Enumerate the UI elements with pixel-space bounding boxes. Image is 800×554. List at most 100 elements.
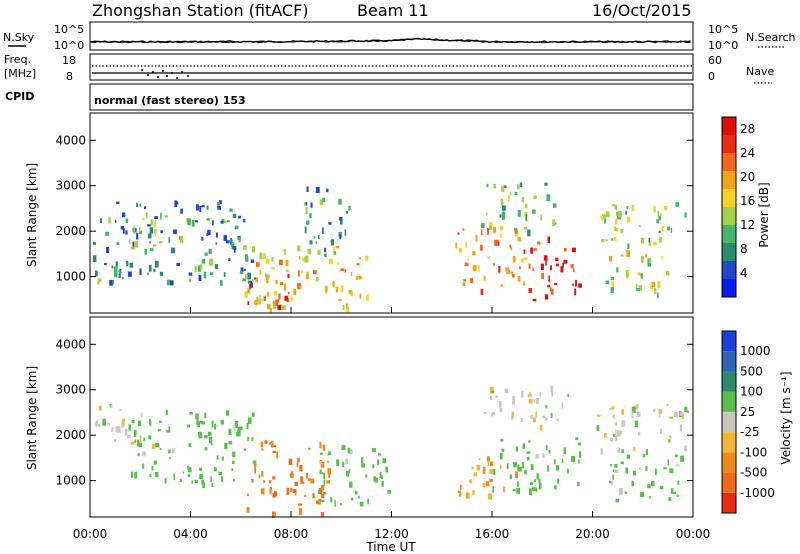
heatmap-cell (127, 271, 132, 277)
heatmap-cell (323, 492, 327, 495)
heatmap-cell (330, 496, 333, 503)
heatmap-cell (636, 411, 641, 417)
heatmap-cell (621, 409, 624, 415)
heatmap-cell (298, 256, 301, 260)
heatmap-cell (498, 266, 501, 273)
heatmap-cell (245, 254, 248, 260)
heatmap-cell (560, 266, 564, 273)
heatmap-cell (247, 436, 249, 442)
heatmap-cell (550, 287, 552, 292)
heatmap-cell (647, 258, 649, 263)
heatmap-cell (521, 462, 524, 469)
heatmap-cell (247, 493, 249, 497)
heatmap-cell (134, 439, 136, 443)
heatmap-cell (294, 481, 298, 486)
heatmap-cell (275, 299, 280, 303)
heatmap-cell (634, 420, 638, 427)
colorbar-segment (722, 391, 736, 412)
y-tick-label: 4000 (55, 133, 86, 147)
heatmap-cell (492, 486, 494, 493)
heatmap-cell (138, 442, 143, 447)
heatmap-cell (207, 431, 212, 436)
heatmap-cell (640, 492, 645, 498)
heatmap-cell (515, 446, 519, 452)
heatmap-cell (611, 238, 614, 241)
heatmap-cell (626, 206, 629, 210)
heatmap-cell (201, 258, 206, 264)
heatmap-cell (346, 470, 349, 477)
heatmap-cell (214, 423, 217, 430)
heatmap-cell (550, 385, 554, 393)
heatmap-cell (340, 503, 343, 506)
heatmap-cell (340, 285, 344, 293)
heatmap-cell (176, 201, 179, 205)
heatmap-cell (669, 435, 672, 439)
heatmap-cell (264, 440, 268, 444)
heatmap-cell (242, 218, 246, 223)
heatmap-cell (487, 493, 492, 500)
heatmap-cell (243, 268, 246, 271)
heatmap-cell (656, 292, 659, 299)
y-tick-label: 1000 (55, 270, 86, 284)
heatmap-cell (199, 467, 203, 471)
heatmap-cell (486, 183, 489, 188)
colorbar-segment (722, 225, 736, 243)
heatmap-cell (638, 432, 641, 436)
heatmap-cell (134, 471, 138, 479)
heatmap-cell (680, 455, 684, 462)
heatmap-cell (159, 448, 162, 450)
x-tick-label: 08:00 (274, 527, 309, 541)
x-tick-label: 20:00 (575, 527, 610, 541)
heatmap-cell (237, 427, 240, 433)
heatmap-cell (199, 206, 202, 212)
heatmap-cell (286, 487, 290, 495)
heatmap-cell (483, 275, 486, 281)
colorbar-segment (722, 153, 736, 171)
colorbar-frame (721, 330, 737, 514)
heatmap-cell (676, 494, 679, 497)
heatmap-cell (625, 467, 628, 474)
heatmap-cell (475, 234, 478, 242)
heatmap-cell (554, 282, 558, 285)
heatmap-cell (499, 453, 503, 460)
heatmap-cell (338, 299, 342, 302)
y-tick-label: 3000 (55, 383, 86, 397)
heatmap-cell (649, 285, 654, 290)
colorbar-label: -1000 (740, 486, 775, 500)
heatmap-cell (358, 495, 360, 499)
heatmap-cell (614, 227, 618, 232)
heatmap-cell (514, 192, 518, 195)
heatmap-cell (153, 220, 156, 228)
heatmap-cell (160, 230, 163, 234)
colorbar-segment (722, 492, 736, 513)
heatmap-cell (524, 470, 527, 475)
heatmap-cell (255, 277, 258, 283)
heatmap-cell (499, 407, 503, 412)
heatmap-cell (299, 285, 302, 289)
heatmap-cell (552, 203, 557, 208)
heatmap-cell (253, 463, 257, 467)
heatmap-cell (359, 501, 364, 507)
colorbar-segment (722, 243, 736, 261)
heatmap-cell (535, 411, 538, 418)
nave-point (166, 75, 168, 77)
heatmap-cell (250, 259, 255, 263)
heatmap-cell (337, 262, 339, 265)
heatmap-cell (204, 412, 207, 419)
heatmap-cell (479, 244, 483, 251)
heatmap-cell (546, 194, 551, 202)
heatmap-cell (306, 186, 309, 192)
heatmap-cell (653, 206, 656, 213)
heatmap-cell (346, 211, 348, 214)
heatmap-cell (159, 420, 162, 423)
heatmap-cell (641, 256, 644, 263)
heatmap-cell (535, 398, 539, 404)
heatmap-cell (535, 487, 538, 493)
heatmap-cell (674, 454, 678, 458)
heatmap-cell (247, 417, 252, 424)
heatmap-cell (613, 236, 617, 241)
heatmap-cell (656, 219, 660, 224)
heatmap-cell (274, 491, 278, 497)
heatmap-cell (243, 448, 246, 451)
heatmap-cell (115, 426, 119, 433)
